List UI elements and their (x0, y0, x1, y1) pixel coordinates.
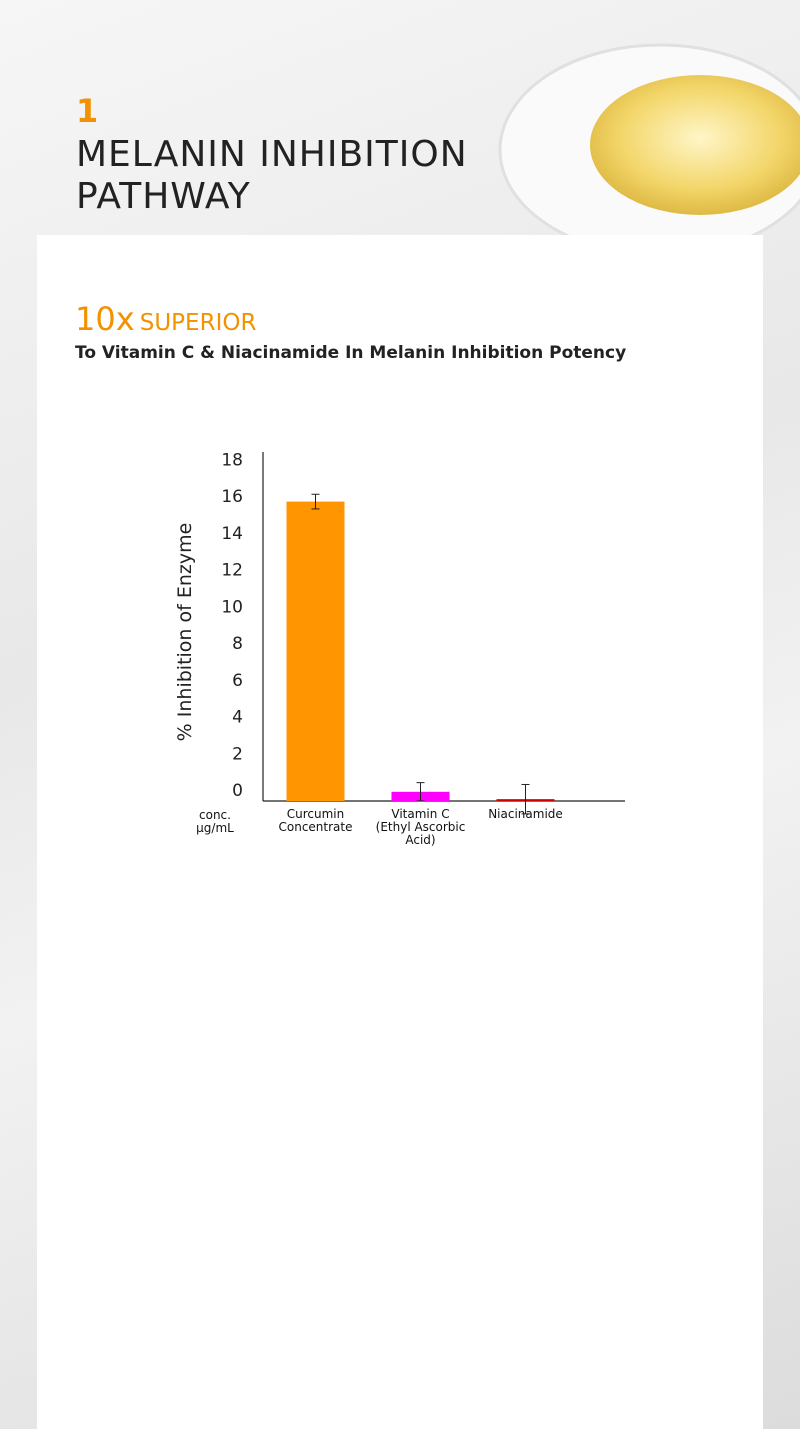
y-tick-label: 18 (221, 450, 243, 470)
decoration (498, 43, 800, 235)
y-tick-label: 6 (232, 671, 243, 691)
headline-text: SUPERIOR (139, 310, 257, 336)
y-axis-label: % Inhibition of Enzyme (174, 523, 196, 742)
section-title: MELANIN INHIBITION PATHWAY (76, 134, 468, 217)
y-tick-label: 0 (232, 781, 243, 801)
card (37, 235, 763, 1429)
cream (590, 75, 800, 215)
section-number: 1 (76, 92, 99, 130)
y-tick-label: 16 (221, 487, 243, 507)
y-tick-label: 8 (232, 634, 243, 654)
bar (286, 501, 345, 801)
headline: 10x SUPERIOR (75, 300, 256, 338)
y-tick-label: 2 (232, 744, 243, 764)
y-tick-label: 14 (221, 524, 243, 544)
y-tick-label: 4 (232, 708, 243, 728)
x-note: conc. μg/mL (196, 808, 234, 835)
y-tick-label: 10 (221, 597, 243, 617)
chart: 0 2 4 6 8 10 12 14 16 18 % Inhibition of Enzyme (174, 450, 625, 815)
y-tick-label: 12 (221, 561, 243, 581)
x-tick-label: Curcumin Concentrate (278, 807, 353, 834)
headline-emphasis: 10x (75, 300, 135, 338)
subtitle: To Vitamin C & Niacinamide In Melanin In… (75, 343, 627, 363)
x-tick-label: Vitamin C (Ethyl Ascorbic Acid) (375, 807, 466, 847)
x-tick-label: Niacinamide (488, 807, 563, 821)
